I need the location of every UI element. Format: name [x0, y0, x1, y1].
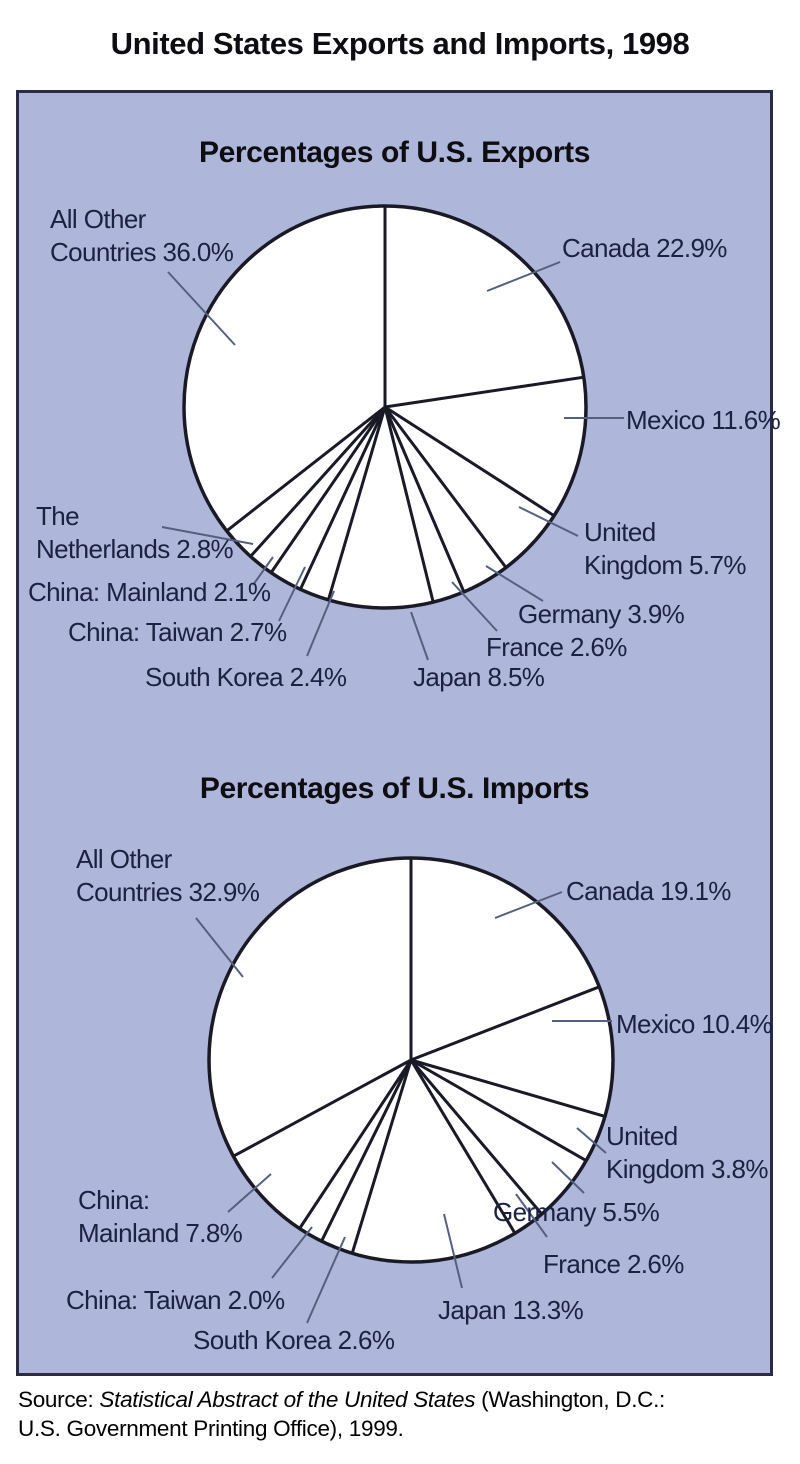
slice-boundary-germany [383, 406, 508, 569]
leader-line-all-other-countries [167, 271, 236, 346]
leader-line-germany [551, 1161, 585, 1194]
slice-boundary-china-taiwan [320, 1059, 413, 1242]
slice-boundary-china-mainland [269, 406, 387, 574]
source-prefix: Source: [18, 1387, 100, 1412]
leader-line-france [451, 581, 498, 632]
leader-line-china-taiwan [271, 1226, 313, 1279]
leader-line-japan [410, 611, 429, 661]
leader-line-united-kingdom [576, 1127, 607, 1154]
exports-chart-title: Percentages of U.S. Exports [199, 136, 590, 169]
slice-boundary-mexico [410, 985, 600, 1062]
leader-line-china-taiwan [278, 566, 306, 622]
source-citation: Source: Statistical Abstract of the Unit… [18, 1386, 764, 1444]
leader-line-germany [485, 565, 544, 602]
slice-boundary-japan [383, 406, 435, 603]
slice-boundary-france [383, 406, 466, 593]
slice-boundary-china-mainland [298, 1059, 413, 1230]
leader-line-canada [494, 891, 563, 919]
slice-boundary-all-other-countries [232, 1058, 412, 1158]
leader-line-japan [443, 1213, 463, 1289]
slice-boundary-all-other-countries [225, 405, 386, 533]
leader-line-south-korea [306, 590, 335, 657]
leader-line-china-mainland [227, 1173, 272, 1213]
source-rest: (Washington, D.C.: U.S. Government Print… [18, 1387, 665, 1441]
leader-line-south-korea [306, 1236, 346, 1324]
slice-boundary-germany [410, 1058, 587, 1162]
slice-boundary-japan [409, 1059, 517, 1234]
page-title: United States Exports and Imports, 1998 [110, 26, 690, 61]
source-italic-title: Statistical Abstract of the United State… [99, 1387, 476, 1412]
slice-boundary-mexico [384, 375, 585, 409]
slice-boundary-united-kingdom [410, 1058, 606, 1118]
slice-boundary-france [409, 1059, 543, 1215]
slice-boundary-the-netherlands [249, 405, 387, 558]
leader-line-canada [486, 261, 561, 292]
slice-boundary-china-taiwan [299, 406, 387, 590]
leader-line-all-other-countries [195, 917, 244, 978]
slice-boundary-south-korea [350, 1059, 413, 1254]
leader-line-china-mainland [252, 556, 274, 586]
leader-line-united-kingdom [518, 506, 579, 537]
slice-boundary-united-kingdom [384, 405, 555, 517]
leader-line-france [515, 1193, 548, 1238]
leader-line-the-netherlands [161, 526, 254, 545]
slice-boundary-south-korea [326, 406, 387, 601]
imports-chart-title: Percentages of U.S. Imports [199, 772, 590, 805]
